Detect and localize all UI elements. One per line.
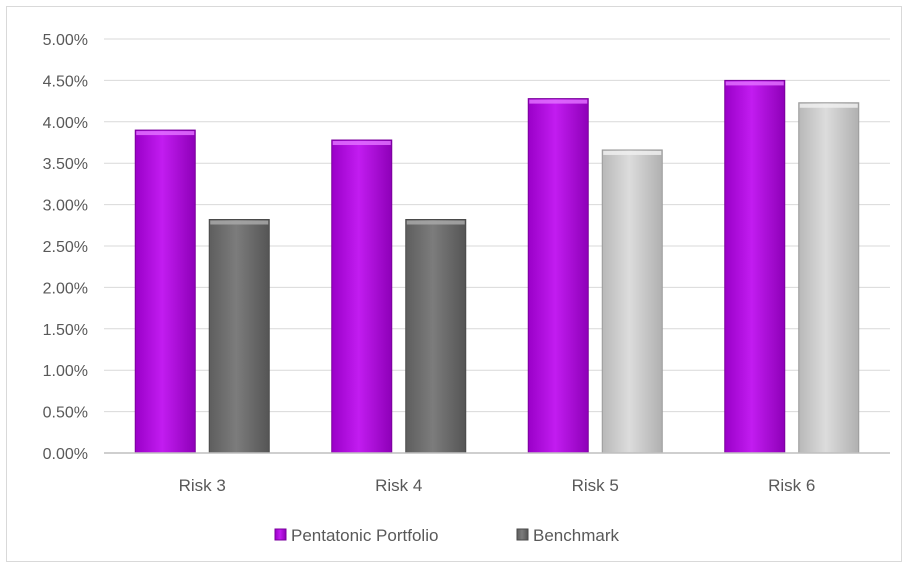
y-tick-label: 3.50% — [43, 156, 88, 173]
x-tick-label: Risk 3 — [179, 476, 226, 495]
bar-body — [331, 139, 393, 454]
bar-bevel — [332, 141, 391, 146]
legend: Pentatonic Portfolio Benchmark — [274, 526, 619, 545]
portfolio-bar — [134, 129, 196, 454]
benchmark-bar — [405, 219, 467, 454]
legend-item: Benchmark — [516, 526, 619, 545]
x-tick-label: Risk 5 — [572, 476, 619, 495]
bar-bevel — [136, 131, 195, 136]
legend-label: Benchmark — [533, 526, 619, 545]
bar-body — [601, 149, 663, 454]
benchmark-bar — [601, 149, 663, 454]
y-tick-label: 1.00% — [43, 363, 88, 380]
bar-body — [208, 219, 270, 454]
legend-swatch — [274, 528, 287, 541]
bar-body — [134, 129, 196, 454]
portfolio-bar — [724, 79, 786, 454]
x-axis: Risk 3 Risk 4 Risk 5 Risk 6 — [104, 452, 890, 495]
bar-bevel — [210, 220, 269, 225]
bar-bevel — [799, 103, 858, 108]
benchmark-bar — [798, 102, 860, 454]
benchmark-bar — [208, 219, 270, 454]
y-tick-label: 2.00% — [43, 280, 88, 297]
bar-bevel — [529, 99, 588, 104]
y-tick-label: 0.00% — [43, 446, 88, 463]
portfolio-bar — [331, 139, 393, 454]
legend-swatch — [516, 528, 529, 541]
y-tick-label: 4.00% — [43, 115, 88, 132]
y-tick-label: 1.50% — [43, 322, 88, 339]
y-tick-label: 0.50% — [43, 405, 88, 422]
y-axis-tick-labels: 0.00% 0.50% 1.00% 1.50% 2.00% 2.50% 3.00% 3.50%… — [43, 32, 88, 463]
bar-bevel — [406, 220, 465, 225]
bars — [134, 79, 860, 454]
bar-body — [724, 79, 786, 454]
y-tick-label: 3.00% — [43, 198, 88, 215]
y-tick-label: 2.50% — [43, 239, 88, 256]
y-tick-label: 4.50% — [43, 73, 88, 90]
legend-item: Pentatonic Portfolio — [274, 526, 438, 545]
x-tick-label: Risk 4 — [375, 476, 422, 495]
portfolio-bar — [527, 98, 589, 454]
y-tick-label: 5.00% — [43, 32, 88, 49]
bar-bevel — [603, 150, 662, 155]
legend-label: Pentatonic Portfolio — [291, 526, 438, 545]
bar-body — [405, 219, 467, 454]
bar-body — [527, 98, 589, 454]
bar-bevel — [725, 81, 784, 86]
x-tick-label: Risk 6 — [768, 476, 815, 495]
bar-body — [798, 102, 860, 454]
